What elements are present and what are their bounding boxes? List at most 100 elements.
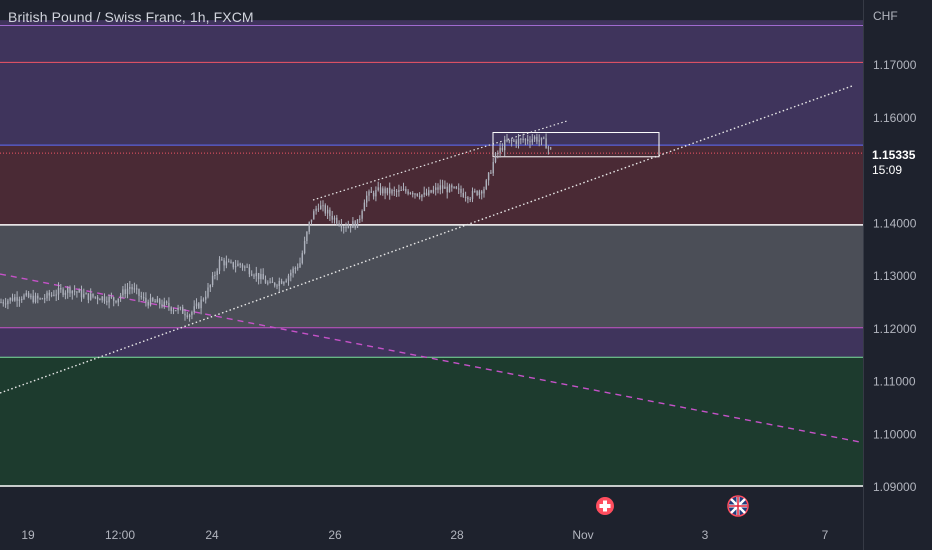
candle-body: [200, 299, 202, 309]
candle-body: [297, 267, 299, 269]
candle-body: [11, 297, 14, 301]
candle-body: [108, 296, 110, 303]
candle-body: [501, 147, 504, 151]
price-tick-label: 1.10000: [873, 427, 917, 441]
candle-body: [138, 289, 140, 296]
candle-body: [87, 293, 90, 300]
price-tick-label: 1.13000: [873, 269, 917, 283]
candle-body: [333, 217, 336, 220]
price-axis-background: [863, 0, 932, 550]
bar-countdown: 15:09: [872, 163, 902, 177]
candle-body: [292, 268, 294, 273]
candle-body: [23, 295, 25, 299]
candle-body: [165, 301, 168, 303]
candle-body: [106, 301, 108, 303]
candle-body: [487, 172, 490, 181]
candle-body: [395, 190, 398, 192]
candle-body: [124, 289, 126, 294]
price-tick-label: 1.17000: [873, 58, 917, 72]
candle-body: [345, 227, 347, 229]
candle-body: [147, 301, 149, 306]
candle-body: [550, 147, 552, 149]
candle-body: [55, 294, 57, 296]
candle-body: [515, 140, 517, 144]
candle-body: [172, 310, 175, 312]
candle-body: [280, 280, 283, 284]
candle-body: [313, 211, 315, 220]
swiss-flag-icon[interactable]: [594, 495, 616, 517]
candle-body: [402, 189, 405, 191]
candle-body: [129, 287, 131, 289]
candle-body: [531, 139, 533, 143]
trendline-support: [0, 85, 853, 394]
price-zones: [0, 20, 863, 520]
candle-body: [44, 298, 46, 300]
candle-body: [430, 190, 432, 193]
candle-body: [156, 299, 159, 303]
candle-body: [241, 264, 244, 268]
uk-flag-icon[interactable]: [727, 495, 749, 517]
time-tick-label: 24: [205, 528, 219, 542]
candle-body: [416, 193, 418, 196]
axis-currency-label: CHF: [873, 9, 898, 23]
candle-body: [471, 191, 474, 199]
candle-body: [39, 298, 41, 300]
candle-body: [370, 191, 372, 193]
candle-body: [425, 192, 428, 195]
candle-body: [299, 263, 301, 268]
last-price-label-background: [864, 146, 932, 178]
candle-body: [276, 285, 278, 287]
time-tick-label: 12:00: [105, 528, 135, 542]
candle-body: [136, 288, 138, 290]
price-axis[interactable]: 1.170001.160001.150001.140001.130001.120…: [863, 0, 932, 550]
candle-body: [188, 315, 191, 318]
time-axis[interactable]: 19 12:00 24 26 28 Nov 3 7: [0, 520, 863, 550]
candle-body: [478, 191, 481, 196]
candle-body: [237, 263, 239, 267]
candle-body: [14, 297, 16, 301]
candle-body: [50, 294, 53, 296]
candle-body: [216, 270, 218, 276]
candle-body: [400, 189, 402, 191]
candle-body: [303, 241, 306, 254]
candle-body: [64, 292, 67, 295]
candle-body: [126, 288, 129, 294]
candle-body: [2, 302, 4, 304]
zone-2: [0, 224, 863, 328]
candle-body: [149, 297, 152, 306]
drawing-lines: [0, 24, 863, 487]
candle-body: [163, 301, 165, 307]
rectangle-drawing: [492, 132, 660, 158]
candle-body: [48, 292, 50, 296]
last-price-label: 1.15335 15:09: [864, 146, 932, 178]
candle-body: [423, 192, 425, 195]
candle-body: [540, 137, 543, 141]
trendline-channel-top: [312, 120, 568, 201]
candle-body: [251, 274, 253, 276]
candle-body: [462, 192, 464, 197]
candle-body: [255, 272, 257, 277]
candle-body: [9, 297, 11, 301]
candle-body: [34, 295, 37, 303]
candle-body: [248, 267, 251, 275]
candle-body: [391, 190, 393, 194]
candle-body: [524, 139, 527, 141]
candle-body: [460, 188, 462, 193]
candle-body: [186, 315, 188, 318]
candle-body: [57, 288, 60, 295]
candle-body: [481, 191, 483, 194]
candle-body: [228, 261, 230, 263]
candle-body: [211, 275, 214, 286]
economic-events[interactable]: [594, 495, 749, 517]
candle-body: [306, 231, 308, 242]
candle-body: [269, 281, 271, 283]
candle-body: [536, 136, 538, 142]
candle-body: [27, 293, 30, 298]
trendline-dashed: [0, 273, 861, 443]
candle-body: [407, 191, 409, 194]
candle-body: [278, 280, 280, 287]
candle-body: [221, 259, 223, 261]
candle-body: [543, 137, 545, 139]
candle-body: [310, 219, 313, 222]
